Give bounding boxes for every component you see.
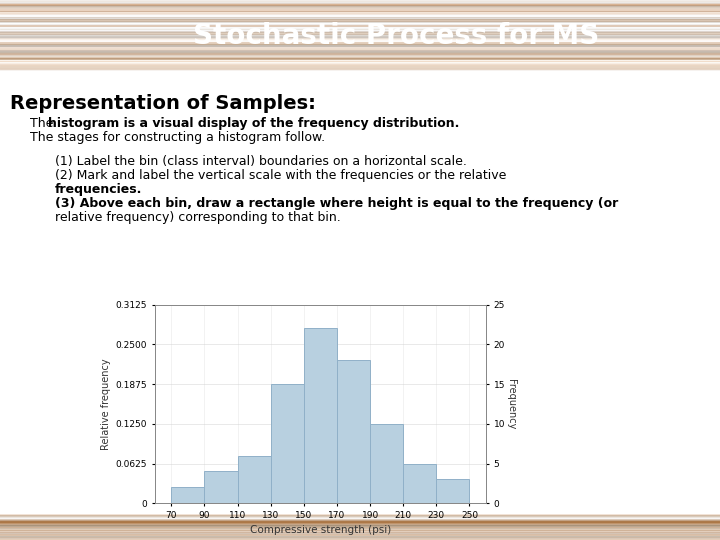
Bar [304,328,337,503]
Bar [271,384,304,503]
X-axis label: Compressive strength (psi): Compressive strength (psi) [250,525,391,536]
Text: Representation of Samples:: Representation of Samples: [10,94,316,113]
Text: frequencies.: frequencies. [55,183,143,196]
Text: (1) Label the bin (class interval) boundaries on a horizontal scale.: (1) Label the bin (class interval) bound… [55,155,467,168]
Bar [370,424,403,503]
Bar [171,488,204,503]
Bar [436,480,469,503]
Bar [403,463,436,503]
Y-axis label: Relative frequency: Relative frequency [102,358,112,450]
Text: The: The [30,117,58,130]
Text: histogram is a visual display of the frequency distribution.: histogram is a visual display of the fre… [48,117,459,130]
Bar [238,456,271,503]
Bar [204,471,238,503]
Bar [337,360,370,503]
Y-axis label: Frequency: Frequency [506,379,516,429]
Text: (2) Mark and label the vertical scale with the frequencies or the relative: (2) Mark and label the vertical scale wi… [55,169,506,182]
Text: relative frequency) corresponding to that bin.: relative frequency) corresponding to tha… [55,211,341,224]
Text: Stochastic Process for MS: Stochastic Process for MS [193,22,599,50]
Text: The stages for constructing a histogram follow.: The stages for constructing a histogram … [30,131,325,144]
Text: (3) Above each bin, draw a rectangle where height is equal to the frequency (or: (3) Above each bin, draw a rectangle whe… [55,197,618,210]
